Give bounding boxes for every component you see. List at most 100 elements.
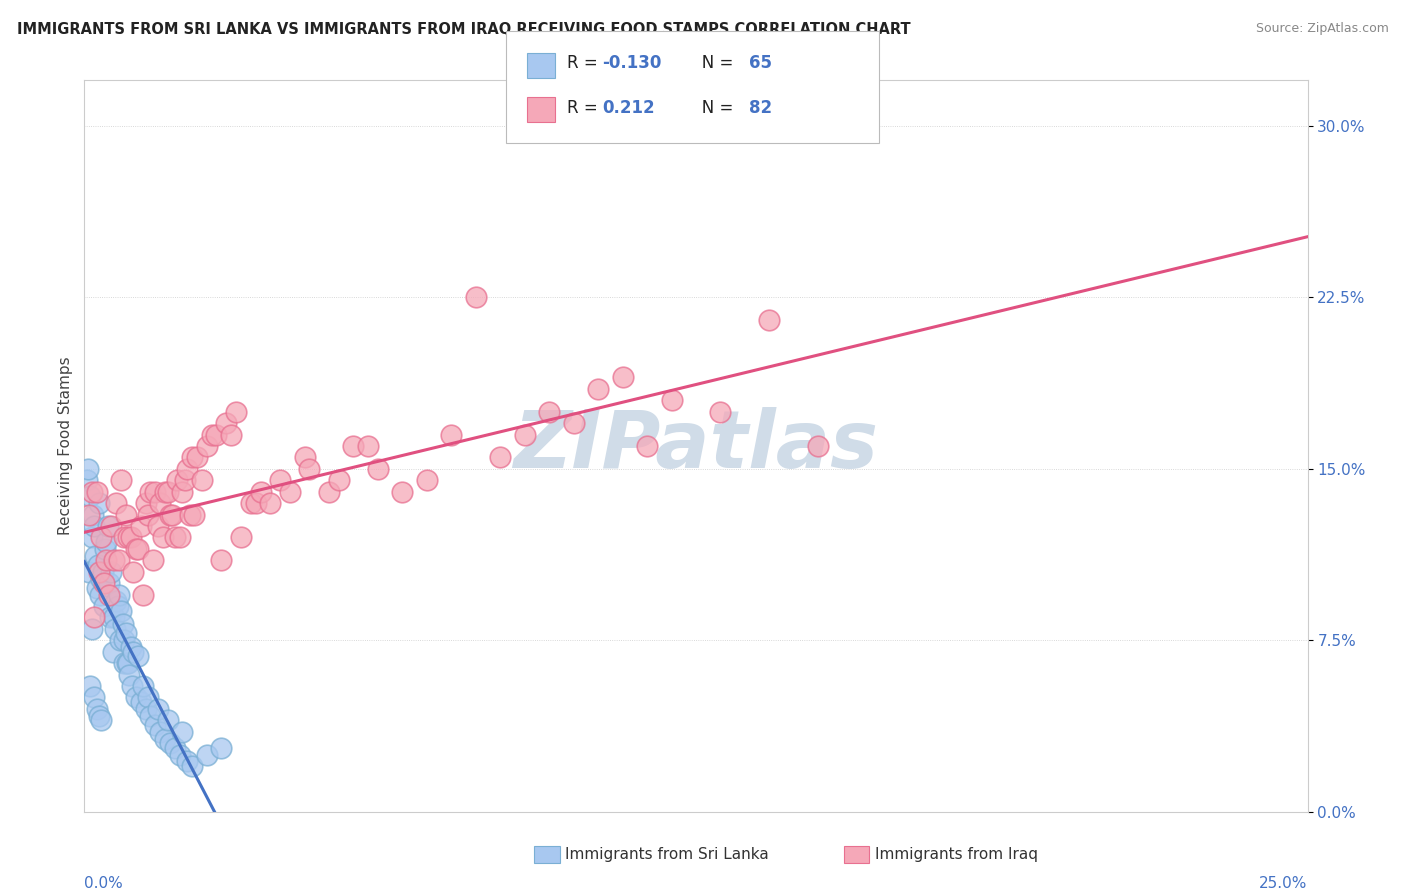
Point [122, 565, 145, 579]
Point [125, 690, 148, 705]
Point [111, 617, 134, 632]
Point [104, 622, 127, 636]
Point [269, 473, 291, 487]
Point [83, 690, 105, 705]
Point [239, 496, 262, 510]
Point [117, 656, 139, 670]
Point [86, 702, 108, 716]
Point [132, 679, 155, 693]
Point [120, 640, 142, 655]
Point [114, 656, 136, 670]
Point [259, 496, 281, 510]
Point [245, 496, 267, 510]
Point [209, 740, 232, 755]
Point [807, 439, 830, 453]
Point [139, 484, 162, 499]
Point [100, 519, 122, 533]
Text: ZIPatlas: ZIPatlas [513, 407, 879, 485]
Point [146, 519, 169, 533]
Point [142, 553, 165, 567]
Point [391, 484, 413, 499]
Point [136, 690, 159, 705]
Point [195, 439, 218, 453]
Point [94, 541, 117, 556]
Point [107, 599, 129, 613]
Point [86, 484, 108, 499]
Point [169, 530, 191, 544]
Point [143, 718, 166, 732]
Point [298, 462, 321, 476]
Point [294, 450, 316, 465]
Point [91, 565, 114, 579]
Point [172, 724, 194, 739]
Point [173, 473, 195, 487]
Text: 0.0%: 0.0% [84, 876, 124, 891]
Point [169, 747, 191, 762]
Point [186, 450, 208, 465]
Text: Immigrants from Iraq: Immigrants from Iraq [875, 847, 1038, 862]
Point [83, 519, 105, 533]
Point [97, 519, 120, 533]
Point [80, 530, 103, 544]
Point [149, 724, 172, 739]
Point [153, 484, 176, 499]
Point [181, 759, 204, 773]
Point [107, 553, 129, 567]
Point [440, 427, 463, 442]
Point [200, 427, 222, 442]
Text: 25.0%: 25.0% [1260, 876, 1308, 891]
Point [110, 473, 132, 487]
Point [172, 484, 194, 499]
Point [636, 439, 658, 453]
Point [153, 731, 176, 746]
Point [100, 565, 122, 579]
Point [112, 530, 135, 544]
Point [357, 439, 380, 453]
Point [179, 508, 201, 522]
Point [156, 484, 179, 499]
Point [120, 530, 142, 544]
Point [166, 473, 188, 487]
Point [562, 416, 585, 430]
Point [80, 622, 103, 636]
Point [125, 541, 148, 556]
Point [97, 576, 120, 591]
Point [135, 496, 157, 510]
Point [136, 508, 159, 522]
Point [143, 484, 166, 499]
Point [416, 473, 439, 487]
Point [89, 588, 111, 602]
Point [205, 427, 228, 442]
Point [586, 382, 609, 396]
Point [83, 610, 105, 624]
Point [163, 530, 186, 544]
Point [98, 610, 121, 624]
Point [90, 530, 112, 544]
Point [101, 645, 124, 659]
Text: 82: 82 [749, 99, 772, 117]
Point [127, 541, 149, 556]
Text: R =: R = [567, 54, 603, 72]
Point [489, 450, 512, 465]
Point [79, 489, 101, 503]
Text: IMMIGRANTS FROM SRI LANKA VS IMMIGRANTS FROM IRAQ RECEIVING FOOD STAMPS CORRELAT: IMMIGRANTS FROM SRI LANKA VS IMMIGRANTS … [17, 22, 911, 37]
Point [127, 649, 149, 664]
Text: 0.212: 0.212 [602, 99, 654, 117]
Point [278, 484, 301, 499]
Point [159, 508, 181, 522]
Point [77, 508, 100, 522]
Point [163, 740, 186, 755]
Point [612, 370, 634, 384]
Point [77, 565, 100, 579]
Point [97, 588, 120, 602]
Point [90, 572, 112, 586]
Text: R =: R = [567, 99, 607, 117]
Point [90, 714, 112, 728]
Point [132, 588, 155, 602]
Point [110, 603, 132, 617]
Point [225, 405, 247, 419]
Point [121, 679, 143, 693]
Point [219, 427, 242, 442]
Point [103, 610, 125, 624]
Point [122, 645, 145, 659]
